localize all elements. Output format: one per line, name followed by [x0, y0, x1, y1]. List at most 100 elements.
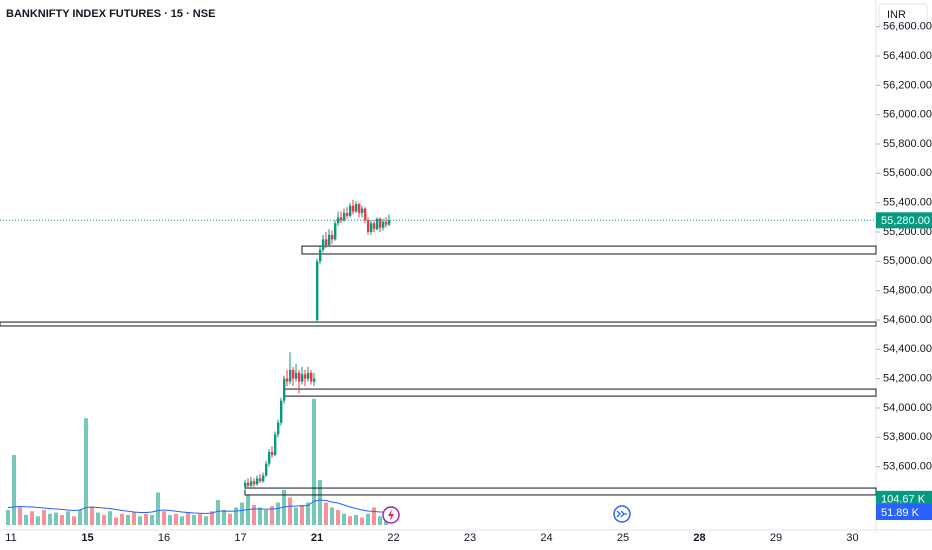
volume-bar	[156, 492, 160, 525]
volume-label-box	[876, 504, 932, 521]
candle-body	[283, 378, 286, 401]
candle-body	[310, 372, 313, 382]
candle-body	[274, 434, 277, 455]
candle-body	[379, 218, 382, 228]
y-tick-label: 55,800.00	[883, 138, 932, 150]
candle-body	[292, 369, 295, 379]
volume-bar	[150, 515, 154, 525]
x-tick-label: 28	[693, 532, 705, 544]
candle-body	[268, 451, 271, 464]
candle-body	[373, 223, 376, 230]
volume-bar	[84, 418, 88, 525]
candle-body	[355, 204, 358, 212]
candle-body	[322, 239, 325, 250]
currency[interactable]: INR	[887, 9, 906, 21]
y-tick-label: 56,400.00	[883, 50, 932, 62]
x-tick-label: 23	[464, 532, 476, 544]
candle-body	[304, 374, 307, 379]
volume-bar	[114, 517, 118, 525]
goto-arrow	[616, 510, 627, 518]
y-tick-label: 54,800.00	[883, 285, 932, 297]
volume-bar	[42, 510, 46, 525]
volume-label: 104.67 K	[881, 494, 926, 506]
volume-bar	[174, 513, 178, 525]
volume-bar	[348, 516, 352, 525]
volume-bar	[354, 515, 358, 525]
volume-bar	[30, 511, 34, 525]
volume-bar	[24, 515, 28, 525]
candle-body	[367, 220, 370, 233]
volume-bar	[240, 502, 244, 525]
volume-bar	[108, 511, 112, 525]
y-tick-label: 56,600.00	[883, 21, 932, 33]
volume-bar	[300, 505, 304, 525]
volume-bar	[318, 480, 322, 525]
volume-bar	[228, 513, 232, 525]
x-tick-label: 16	[158, 532, 170, 544]
candle-body	[388, 220, 391, 225]
volume-bar	[180, 516, 184, 525]
last-price-label: 55,280.00	[881, 215, 930, 227]
y-tick-label: 54,000.00	[883, 402, 932, 414]
volume-bar	[192, 515, 196, 525]
candle-body	[301, 374, 304, 382]
x-tick-label: 21	[311, 532, 323, 544]
goto-icon[interactable]	[613, 505, 631, 523]
volume-bar	[186, 512, 190, 525]
candle-body	[364, 208, 367, 221]
volume-bar	[144, 513, 148, 525]
volume-bar	[336, 510, 340, 525]
x-tick-label: 30	[846, 532, 858, 544]
volume-bar	[312, 398, 316, 525]
candle-body	[298, 372, 301, 382]
y-tick-label: 56,000.00	[883, 109, 932, 121]
volume-bar	[276, 502, 280, 525]
candle-body	[280, 400, 283, 423]
volume-bar	[120, 513, 124, 525]
volume-bar	[234, 507, 238, 525]
chart-title: BANKNIFTY INDEX FUTURES · 15 · NSE	[6, 8, 215, 20]
volume-bar	[72, 516, 76, 525]
candle-body	[352, 205, 355, 212]
volume-bar	[6, 510, 10, 525]
candle-body	[385, 221, 388, 225]
candle-body	[295, 372, 298, 379]
candle-body	[286, 378, 289, 382]
candle-body	[334, 223, 337, 240]
candle-body	[376, 218, 379, 230]
candle-body	[289, 369, 292, 382]
volume-bar	[288, 497, 292, 525]
zone	[301, 245, 877, 255]
candle-body	[247, 482, 250, 486]
volume-bar	[222, 510, 226, 525]
volume-bar	[294, 507, 298, 525]
candle-body	[358, 204, 361, 213]
volume-bar	[198, 513, 202, 525]
last-price-box	[876, 212, 932, 229]
volume-label: 51.89 K	[881, 507, 920, 519]
volume-bar	[342, 513, 346, 525]
currency-box[interactable]	[878, 3, 928, 27]
volume-bar	[330, 507, 334, 525]
volume-bar	[378, 516, 382, 525]
y-tick-label: 53,800.00	[883, 431, 932, 443]
volume-bar	[252, 505, 256, 525]
volume-bar	[12, 455, 16, 525]
volume-bar	[324, 502, 328, 525]
volume-bar	[48, 513, 52, 525]
volume-bar	[366, 513, 370, 525]
volume-bar	[258, 507, 262, 525]
candle-body	[244, 482, 247, 488]
volume-bar	[204, 516, 208, 525]
volume-bar	[66, 511, 70, 525]
y-tick-label: 55,400.00	[883, 197, 932, 209]
y-tick-label: 54,600.00	[883, 314, 932, 326]
x-tick-label: 24	[540, 532, 552, 544]
y-tick-label: 54,200.00	[883, 373, 932, 385]
volume-bar	[102, 515, 106, 525]
volume-bar	[306, 502, 310, 525]
x-tick-label: 29	[770, 532, 782, 544]
candle-body	[259, 478, 262, 482]
